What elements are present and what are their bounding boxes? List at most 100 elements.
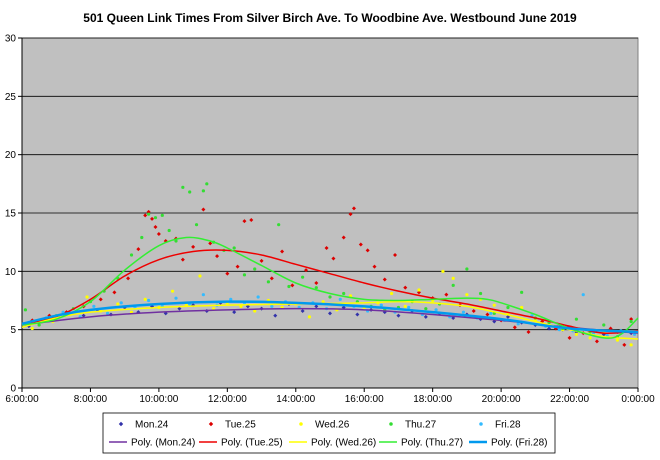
data-point: [328, 295, 332, 299]
data-point: [105, 311, 110, 315]
data-point: [416, 290, 421, 295]
data-point: [358, 242, 363, 247]
legend-label: Wed.26: [315, 420, 350, 431]
data-point: [266, 280, 270, 284]
data-point: [461, 310, 466, 314]
y-tick-label: 25: [5, 92, 17, 103]
data-point: [23, 308, 28, 312]
data-point: [622, 342, 627, 347]
data-point: [355, 312, 360, 317]
data-point: [615, 338, 620, 342]
legend: Mon.24 Tue.25 Wed.26 Thu.27 Fri.28 Poly. (Mon…: [102, 412, 556, 454]
legend-label: Mon.24: [135, 420, 169, 431]
data-point: [314, 281, 319, 285]
y-tick-label: 20: [5, 150, 17, 161]
data-point: [512, 325, 517, 330]
data-point: [242, 273, 247, 277]
legend-label: Fri.28: [495, 420, 521, 431]
data-point: [140, 235, 144, 240]
x-tick-label: 16:00:00: [345, 394, 384, 405]
data-point: [465, 293, 469, 297]
data-point: [390, 291, 394, 296]
data-point: [314, 304, 319, 309]
x-tick-label: 14:00:00: [276, 394, 315, 405]
data-point: [156, 232, 161, 236]
data-point: [382, 277, 387, 282]
data-point: [307, 315, 312, 319]
data-point: [191, 244, 196, 249]
data-point: [321, 300, 325, 304]
x-tick-labels: 6:00:00 8:00:00 10:00:00 12:00:00 14:00:00 16…: [5, 394, 655, 405]
data-point: [235, 264, 240, 269]
data-point: [629, 319, 633, 324]
data-point: [471, 309, 476, 313]
data-point: [328, 311, 332, 316]
data-point: [180, 257, 185, 262]
data-point: [225, 271, 230, 276]
gridlines: [18, 37, 638, 389]
data-point: [324, 246, 329, 250]
data-point: [478, 291, 483, 296]
data-point: [465, 267, 469, 271]
data-point: [314, 286, 318, 290]
data-point: [174, 296, 178, 300]
trendline-poly-thu-27: [21, 236, 639, 339]
x-tick-label: 22:00:00: [550, 394, 589, 405]
legend-label: Tue.25: [225, 420, 256, 431]
data-point: [208, 241, 213, 246]
x-tick-label: 20:00:00: [482, 394, 521, 405]
data-point: [170, 289, 175, 293]
series-thu-27: [23, 182, 633, 339]
data-point: [160, 213, 164, 217]
y-tick-label: 15: [5, 209, 17, 220]
data-point: [506, 305, 510, 310]
data-point: [441, 269, 445, 273]
data-point: [92, 304, 96, 308]
data-point: [372, 264, 377, 269]
data-point: [557, 328, 561, 332]
trendline-poly-fri-28: [21, 300, 639, 334]
data-point: [629, 317, 634, 322]
legend-marker: [389, 422, 393, 426]
data-point: [492, 303, 496, 307]
data-point: [602, 323, 606, 327]
data-point: [256, 295, 260, 299]
data-point: [188, 190, 192, 194]
data-point: [270, 304, 274, 308]
data-point: [242, 219, 247, 224]
data-point: [300, 309, 305, 313]
data-point: [444, 292, 449, 297]
data-point: [489, 311, 493, 315]
data-point: [201, 207, 206, 212]
data-point: [403, 285, 408, 290]
x-tick-label: 18:00:00: [413, 394, 452, 405]
data-point: [629, 343, 633, 347]
legend-marker: [208, 421, 214, 427]
trendline-poly-tue-25: [21, 249, 639, 335]
data-point: [201, 189, 205, 193]
x-tick-label: 0:00:00: [621, 394, 655, 405]
data-point: [567, 335, 572, 340]
data-point: [229, 297, 233, 301]
data-point: [379, 303, 383, 307]
trendlines: [21, 236, 639, 340]
x-tick-label: 6:00:00: [5, 394, 39, 405]
data-point: [348, 212, 353, 217]
data-point: [341, 235, 346, 240]
data-point: [407, 305, 411, 310]
data-point: [451, 283, 455, 287]
data-point: [526, 330, 531, 334]
data-point: [153, 216, 158, 220]
data-point: [194, 223, 199, 227]
y-tick-label: 0: [10, 384, 16, 395]
data-point: [30, 326, 34, 331]
data-point: [423, 314, 428, 319]
data-point: [331, 256, 336, 261]
data-point: [116, 302, 120, 306]
data-point: [205, 182, 209, 186]
x-tick-label: 8:00:00: [74, 394, 108, 405]
data-point: [280, 249, 285, 254]
data-point: [232, 246, 236, 250]
data-point: [201, 293, 205, 297]
data-point: [269, 276, 274, 281]
